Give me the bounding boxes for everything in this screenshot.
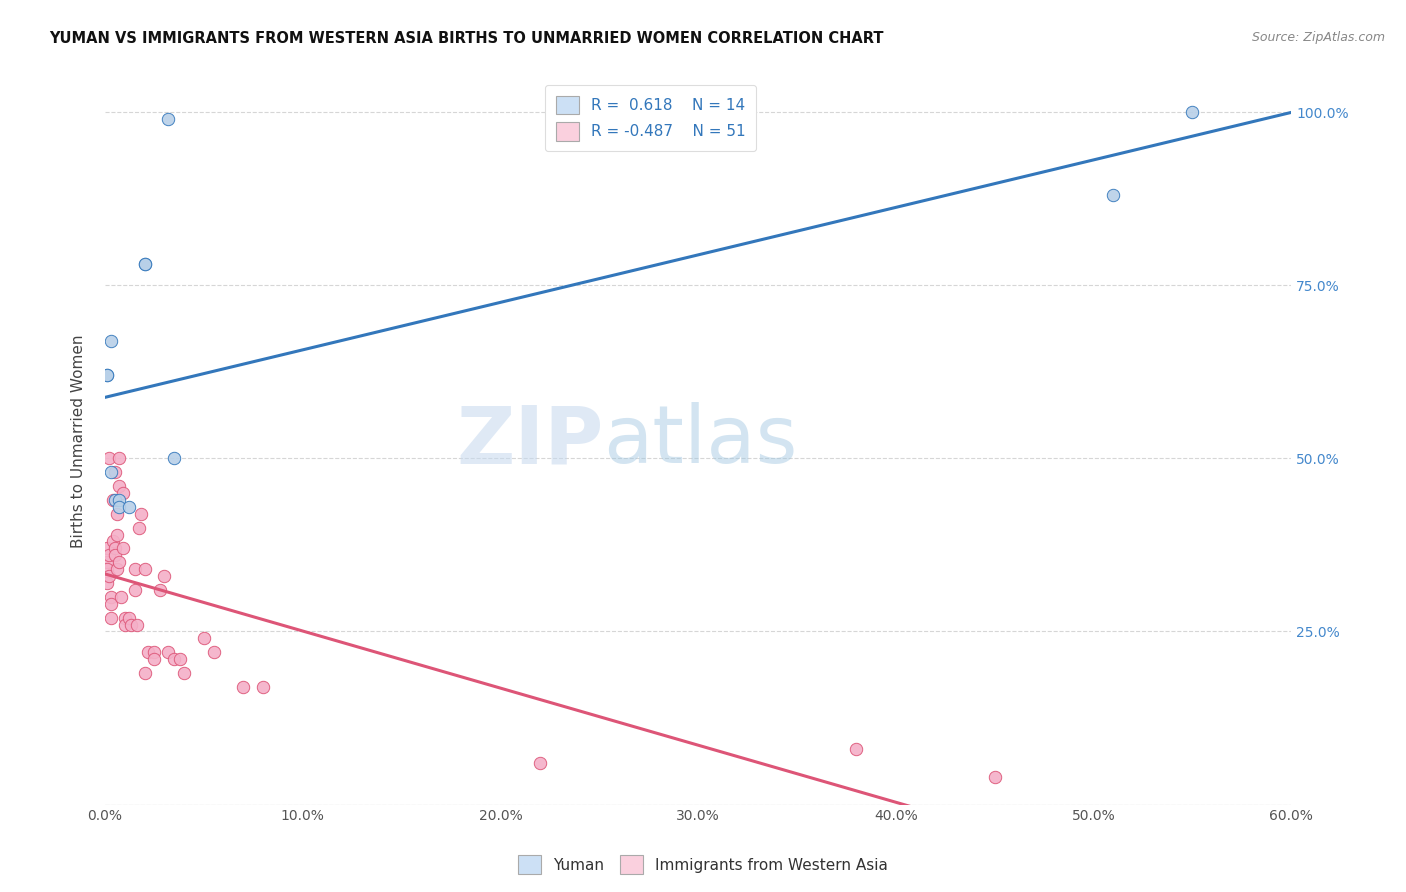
Point xyxy=(193,632,215,646)
Point xyxy=(232,680,254,694)
Point xyxy=(138,645,160,659)
Point xyxy=(105,527,128,541)
Point xyxy=(128,520,150,534)
Point xyxy=(104,541,127,556)
Point xyxy=(105,507,128,521)
Point xyxy=(108,451,131,466)
Point xyxy=(96,368,118,383)
Point xyxy=(124,562,146,576)
Point xyxy=(120,617,142,632)
Point xyxy=(111,541,134,556)
Point xyxy=(100,590,122,604)
Text: YUMAN VS IMMIGRANTS FROM WESTERN ASIA BIRTHS TO UNMARRIED WOMEN CORRELATION CHAR: YUMAN VS IMMIGRANTS FROM WESTERN ASIA BI… xyxy=(49,31,884,46)
Point xyxy=(1181,105,1204,120)
Point xyxy=(104,465,127,479)
Point xyxy=(104,549,127,563)
Point xyxy=(108,500,131,514)
Point xyxy=(114,610,136,624)
Point xyxy=(105,562,128,576)
Point xyxy=(125,617,148,632)
Text: Source: ZipAtlas.com: Source: ZipAtlas.com xyxy=(1251,31,1385,45)
Point xyxy=(134,666,156,681)
Point xyxy=(149,582,172,597)
Point xyxy=(124,582,146,597)
Point xyxy=(202,645,225,659)
Point xyxy=(108,492,131,507)
Point xyxy=(108,555,131,569)
Point xyxy=(163,652,186,666)
Point xyxy=(118,610,141,624)
Point xyxy=(110,590,132,604)
Point xyxy=(100,610,122,624)
Point xyxy=(111,486,134,500)
Point xyxy=(97,549,120,563)
Point xyxy=(97,569,120,583)
Point xyxy=(173,666,195,681)
Point xyxy=(97,451,120,466)
Point xyxy=(157,112,180,126)
Point xyxy=(104,492,127,507)
Point xyxy=(143,652,166,666)
Text: ZIP: ZIP xyxy=(456,402,603,480)
Legend: Yuman, Immigrants from Western Asia: Yuman, Immigrants from Western Asia xyxy=(512,849,894,880)
Legend: R =  0.618    N = 14, R = -0.487    N = 51: R = 0.618 N = 14, R = -0.487 N = 51 xyxy=(546,85,756,152)
Point xyxy=(252,680,274,694)
Point xyxy=(96,541,118,556)
Point xyxy=(157,645,180,659)
Point xyxy=(100,597,122,611)
Point xyxy=(96,562,118,576)
Point xyxy=(529,756,551,770)
Point xyxy=(101,492,124,507)
Point xyxy=(100,334,122,348)
Point xyxy=(118,500,141,514)
Point xyxy=(134,257,156,271)
Point xyxy=(96,576,118,591)
Point xyxy=(108,479,131,493)
Point xyxy=(984,770,1007,784)
Y-axis label: Births to Unmarried Women: Births to Unmarried Women xyxy=(72,334,86,548)
Point xyxy=(134,257,156,271)
Point xyxy=(129,507,152,521)
Point xyxy=(1102,188,1125,202)
Point xyxy=(134,562,156,576)
Point xyxy=(169,652,191,666)
Point xyxy=(100,465,122,479)
Point xyxy=(153,569,176,583)
Point xyxy=(114,617,136,632)
Point xyxy=(845,742,868,756)
Point xyxy=(96,368,118,383)
Point xyxy=(143,645,166,659)
Point xyxy=(163,451,186,466)
Point xyxy=(101,534,124,549)
Point xyxy=(96,555,118,569)
Text: atlas: atlas xyxy=(603,402,797,480)
